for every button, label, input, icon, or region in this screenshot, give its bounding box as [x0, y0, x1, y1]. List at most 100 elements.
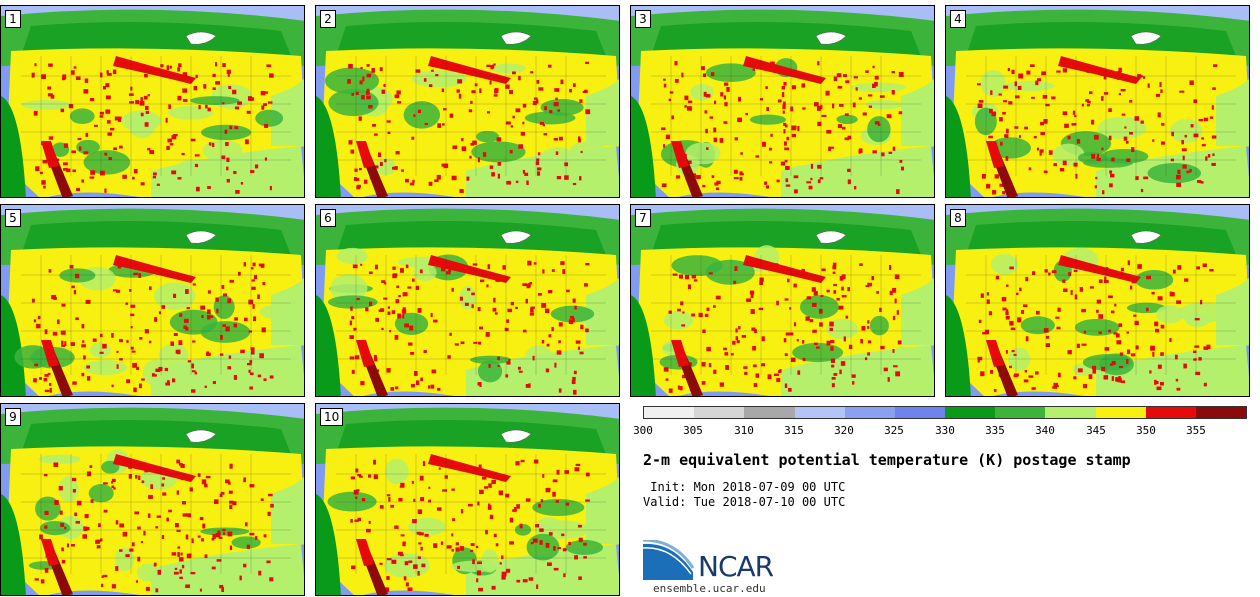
high-thetae-speck: [505, 568, 511, 573]
high-thetae-speck: [1135, 345, 1139, 350]
high-thetae-speck: [1194, 345, 1200, 348]
high-thetae-speck: [820, 104, 823, 110]
high-thetae-speck: [687, 284, 692, 290]
high-thetae-speck: [492, 307, 497, 312]
high-thetae-speck: [572, 83, 576, 87]
colorbar-segment-345: [1095, 407, 1146, 418]
high-thetae-speck: [1076, 139, 1081, 144]
high-thetae-speck: [510, 125, 514, 128]
high-thetae-speck: [713, 369, 717, 374]
high-thetae-speck: [1023, 379, 1029, 383]
high-thetae-speck: [102, 86, 106, 90]
high-thetae-speck: [394, 525, 399, 529]
high-thetae-speck: [63, 143, 69, 148]
high-thetae-speck: [1129, 131, 1133, 135]
high-thetae-speck: [222, 324, 226, 327]
high-thetae-speck: [353, 327, 357, 331]
high-thetae-speck: [126, 379, 131, 384]
panel-label-6: 6: [320, 209, 336, 227]
high-thetae-speck: [518, 75, 521, 81]
high-thetae-speck: [1175, 378, 1179, 382]
high-thetae-speck: [1094, 185, 1097, 189]
high-thetae-speck: [562, 548, 567, 552]
high-thetae-speck: [508, 359, 511, 364]
high-thetae-speck: [405, 264, 409, 269]
southwest-red-edge: [356, 539, 374, 566]
high-thetae-speck: [212, 142, 215, 148]
high-thetae-speck: [1011, 69, 1015, 75]
high-thetae-speck: [810, 163, 814, 169]
high-thetae-speck: [991, 111, 997, 117]
high-thetae-speck: [1127, 260, 1130, 266]
high-thetae-speck: [577, 346, 580, 350]
high-thetae-speck: [668, 388, 673, 393]
high-thetae-speck: [536, 99, 539, 104]
high-thetae-speck: [70, 70, 75, 75]
high-thetae-speck: [545, 368, 550, 373]
high-thetae-speck: [836, 297, 840, 301]
high-thetae-speck: [995, 275, 1000, 280]
high-thetae-speck: [44, 329, 48, 335]
high-thetae-speck: [1197, 180, 1202, 183]
high-thetae-speck: [434, 179, 439, 182]
high-thetae-speck: [981, 173, 986, 179]
canada-dark-region: [336, 221, 606, 255]
high-thetae-speck: [1045, 103, 1050, 107]
high-thetae-speck: [449, 113, 454, 118]
high-thetae-speck: [518, 370, 523, 373]
interior-green-patch: [231, 536, 261, 549]
high-thetae-speck: [396, 285, 400, 289]
high-thetae-speck: [677, 385, 680, 390]
high-thetae-speck: [360, 380, 365, 386]
high-thetae-speck: [1179, 90, 1185, 93]
northern-red-band: [428, 255, 511, 283]
high-thetae-speck: [889, 265, 892, 270]
high-thetae-speck: [558, 322, 563, 327]
high-thetae-speck: [867, 320, 870, 324]
high-thetae-speck: [579, 351, 584, 355]
high-thetae-speck: [899, 159, 903, 163]
high-thetae-speck: [662, 144, 666, 148]
high-thetae-speck: [1017, 85, 1022, 90]
high-thetae-speck: [468, 109, 473, 113]
colorbar-tick: 340: [1035, 424, 1055, 437]
high-thetae-speck: [1160, 89, 1163, 93]
high-thetae-speck: [1028, 167, 1032, 171]
high-thetae-speck: [542, 269, 545, 274]
high-thetae-speck: [829, 146, 835, 149]
high-thetae-speck: [845, 80, 850, 84]
high-thetae-speck: [524, 172, 529, 176]
high-thetae-speck: [1159, 82, 1162, 87]
high-thetae-speck: [358, 167, 362, 171]
high-thetae-speck: [712, 305, 716, 308]
northern-red-band: [743, 56, 826, 84]
panel-label-10: 10: [320, 408, 344, 426]
high-thetae-speck: [714, 182, 719, 186]
high-thetae-speck: [141, 480, 145, 484]
high-thetae-speck: [156, 183, 160, 186]
member-map-8: [946, 205, 1249, 396]
high-thetae-speck: [839, 369, 842, 375]
high-thetae-speck: [418, 542, 422, 545]
high-thetae-speck: [788, 387, 792, 392]
member-map-7: [631, 205, 934, 396]
high-thetae-speck: [412, 179, 415, 184]
high-thetae-speck: [1177, 265, 1182, 270]
high-thetae-speck: [706, 147, 709, 150]
high-thetae-speck: [1103, 74, 1107, 80]
high-thetae-speck: [1123, 136, 1128, 141]
high-thetae-speck: [677, 308, 681, 312]
high-thetae-speck: [1076, 343, 1080, 349]
interior-green-patch: [14, 345, 52, 369]
member-map-1: [1, 6, 304, 197]
high-thetae-speck: [197, 473, 201, 477]
high-thetae-speck: [204, 385, 207, 388]
high-thetae-speck: [831, 377, 836, 380]
high-thetae-speck: [572, 298, 576, 303]
high-thetae-speck: [867, 352, 871, 356]
high-thetae-speck: [479, 279, 485, 283]
high-thetae-speck: [812, 302, 817, 307]
high-thetae-speck: [249, 386, 254, 390]
high-thetae-speck: [41, 74, 46, 80]
high-thetae-speck: [471, 304, 474, 309]
